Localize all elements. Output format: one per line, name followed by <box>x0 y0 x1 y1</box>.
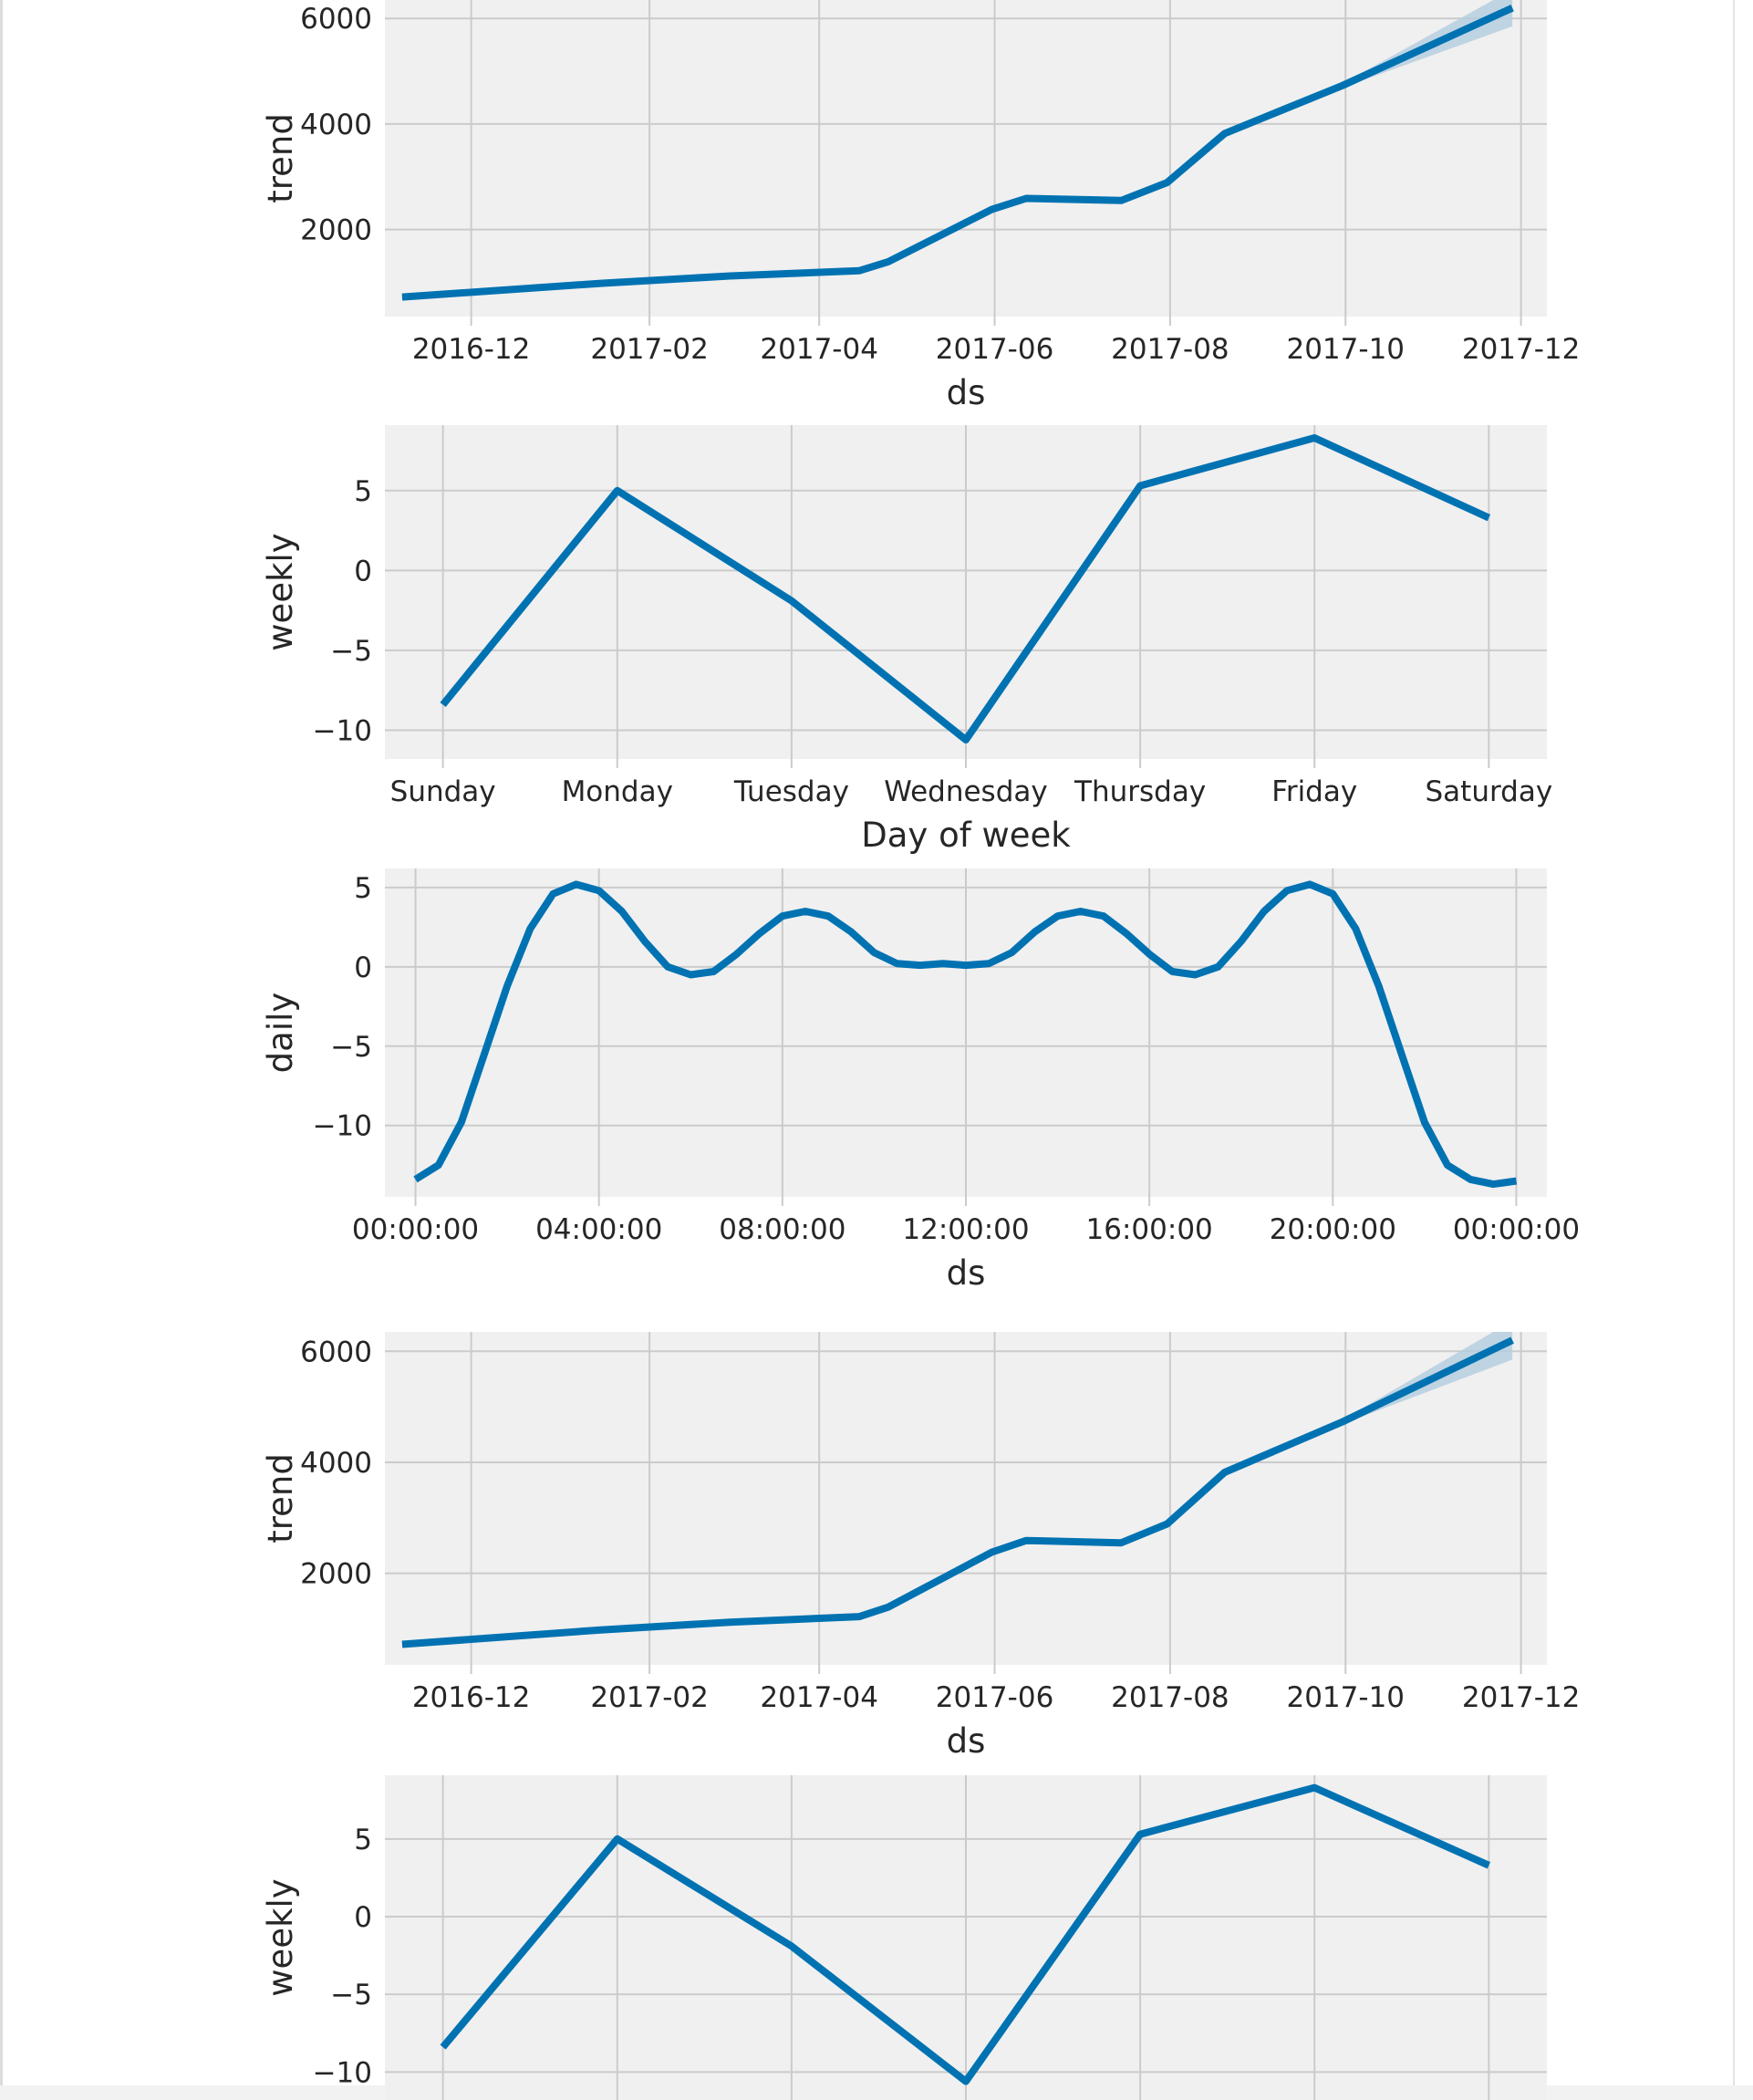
weekly-2-series-line <box>440 1783 1491 2085</box>
trend-1-y-tick-label: 6000 <box>300 3 372 36</box>
weekly-1-x-tick-label: Monday <box>562 775 673 808</box>
trend-1-uncertainty-band <box>1224 0 1513 134</box>
daily-x-tick-label: 04:00:00 <box>535 1213 662 1246</box>
daily-x-tick-label: 16:00:00 <box>1086 1213 1213 1246</box>
trend-1-plot-area <box>385 0 1547 317</box>
weekly-1-x-tick-label: Friday <box>1271 775 1357 808</box>
weekly-1-y-tick-label: 0 <box>354 555 372 587</box>
left-frame-border <box>0 0 3 2100</box>
daily-y-axis-label: daily <box>261 993 300 1074</box>
weekly-1-x-tick-label: Saturday <box>1426 775 1553 808</box>
daily-y-tick-label: −10 <box>313 1110 372 1143</box>
trend-1-y-tick-label: 2000 <box>300 214 372 247</box>
daily-y-tick-label: −5 <box>330 1031 372 1064</box>
weekly-2-y-tick-label: −10 <box>313 2056 372 2089</box>
trend-2-x-tick-label: 2017-10 <box>1286 1681 1405 1714</box>
daily-x-tick-label: 20:00:00 <box>1270 1213 1396 1246</box>
trend-1-x-tick-label: 2017-12 <box>1462 333 1581 366</box>
daily-series-line <box>413 880 1518 1189</box>
weekly-1-series-line <box>440 434 1491 743</box>
daily-x-tick-label: 12:00:00 <box>902 1213 1029 1246</box>
weekly-2-y-tick-label: −5 <box>330 1979 372 2012</box>
weekly-1-x-tick-label: Tuesday <box>733 775 849 808</box>
weekly-1-x-tick-label: Sunday <box>390 775 496 808</box>
trend-2-x-tick-label: 2017-08 <box>1111 1681 1229 1714</box>
trend-2-y-tick-label: 4000 <box>300 1447 372 1480</box>
weekly-1-y-tick-label: 5 <box>354 475 372 508</box>
trend-2-y-tick-label: 2000 <box>300 1558 372 1591</box>
daily-y-tick-label: 5 <box>354 872 372 905</box>
trend-1-series-line <box>401 5 1514 301</box>
trend-2-series-line <box>401 1336 1514 1648</box>
trend-2-plot-area <box>385 1332 1547 1665</box>
weekly-2-y-tick-label: 5 <box>354 1824 372 1856</box>
daily-x-tick-label: 00:00:00 <box>1453 1213 1580 1246</box>
trend-1-x-tick-label: 2017-06 <box>936 333 1054 366</box>
trend-2-x-tick-label: 2017-12 <box>1462 1681 1581 1714</box>
trend-1-chart: 2016-12 2017-02 2017-04 2017-06 2017-08 2017-… <box>261 0 1580 412</box>
trend-2-x-tick-label: 2016-12 <box>412 1681 531 1714</box>
daily-y-tick-label: 0 <box>354 951 372 984</box>
trend-2-x-axis-label: ds <box>947 1721 986 1761</box>
trend-2-chart: 2016-12 2017-02 2017-04 2017-06 2017-08 2017-… <box>261 1332 1581 1761</box>
trend-2-y-axis-label: trend <box>261 1453 300 1544</box>
trend-2-x-tick-label: 2017-02 <box>590 1681 709 1714</box>
trend-1-y-axis-label: trend <box>261 113 300 203</box>
trend-1-x-axis-label: ds <box>947 373 986 412</box>
weekly-1-x-axis-label: Day of week <box>861 816 1071 855</box>
daily-x-axis-label: ds <box>947 1253 986 1293</box>
weekly-1-y-tick-label: −5 <box>330 635 372 668</box>
trend-1-x-tick-label: 2016-12 <box>412 333 531 366</box>
weekly-1-x-tick-label: Wednesday <box>884 775 1047 808</box>
weekly-1-x-tick-label: Thursday <box>1074 775 1206 808</box>
trend-2-x-tick-label: 2017-06 <box>936 1681 1054 1714</box>
trend-2-uncertainty-band <box>1224 1332 1513 1473</box>
weekly-2-y-axis-label: weekly <box>261 1878 300 1996</box>
trend-1-x-tick-label: 2017-04 <box>760 333 878 366</box>
trend-1-x-tick-label: 2017-08 <box>1111 333 1229 366</box>
weekly-1-y-axis-label: weekly <box>261 533 300 650</box>
trend-1-y-tick-label: 4000 <box>300 109 372 141</box>
right-frame-border <box>1733 0 1735 2100</box>
weekly-1-y-tick-label: −10 <box>313 714 372 747</box>
daily-x-tick-label: 08:00:00 <box>719 1213 845 1246</box>
daily-x-tick-label: 00:00:00 <box>352 1213 479 1246</box>
trend-2-x-tick-label: 2017-04 <box>760 1681 878 1714</box>
trend-1-x-tick-label: 2017-02 <box>590 333 709 366</box>
weekly-2-y-tick-label: 0 <box>354 1901 372 1934</box>
trend-2-y-tick-label: 6000 <box>300 1336 372 1368</box>
daily-chart: 00:00:00 04:00:00 08:00:00 12:00:00 16:00:00… <box>261 868 1580 1293</box>
trend-1-x-tick-label: 2017-10 <box>1286 333 1405 366</box>
weekly-2-chart: −10 −5 0 5 weekly <box>261 1775 1547 2100</box>
weekly-1-chart: Sunday Monday Tuesday Wednesday Thursday Frid… <box>261 425 1552 855</box>
